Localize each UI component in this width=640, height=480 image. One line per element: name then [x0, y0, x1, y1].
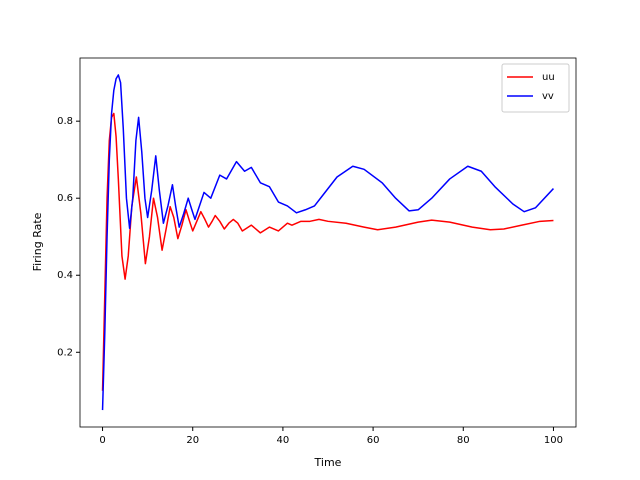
x-tick-label: 80 [457, 435, 470, 446]
legend-label: uu [542, 72, 555, 83]
x-tick-label: 60 [367, 435, 380, 446]
line-series [101, 112, 554, 391]
legend-box [501, 63, 570, 113]
legend-label: vv [542, 91, 554, 102]
line-series [101, 74, 555, 411]
x-tick-label: 40 [277, 435, 290, 446]
y-tick-label: 0.6 [57, 193, 73, 204]
x-tick-label: 100 [544, 435, 563, 446]
x-tick-label: 20 [186, 435, 199, 446]
y-tick-label: 0.8 [57, 116, 73, 127]
plot-frame [79, 57, 577, 428]
y-tick-label: 0.2 [57, 347, 73, 358]
x-axis-label: Time [314, 456, 342, 469]
y-axis-label: Firing Rate [31, 212, 44, 271]
x-tick-label: 0 [99, 435, 105, 446]
y-tick-label: 0.4 [57, 270, 73, 281]
